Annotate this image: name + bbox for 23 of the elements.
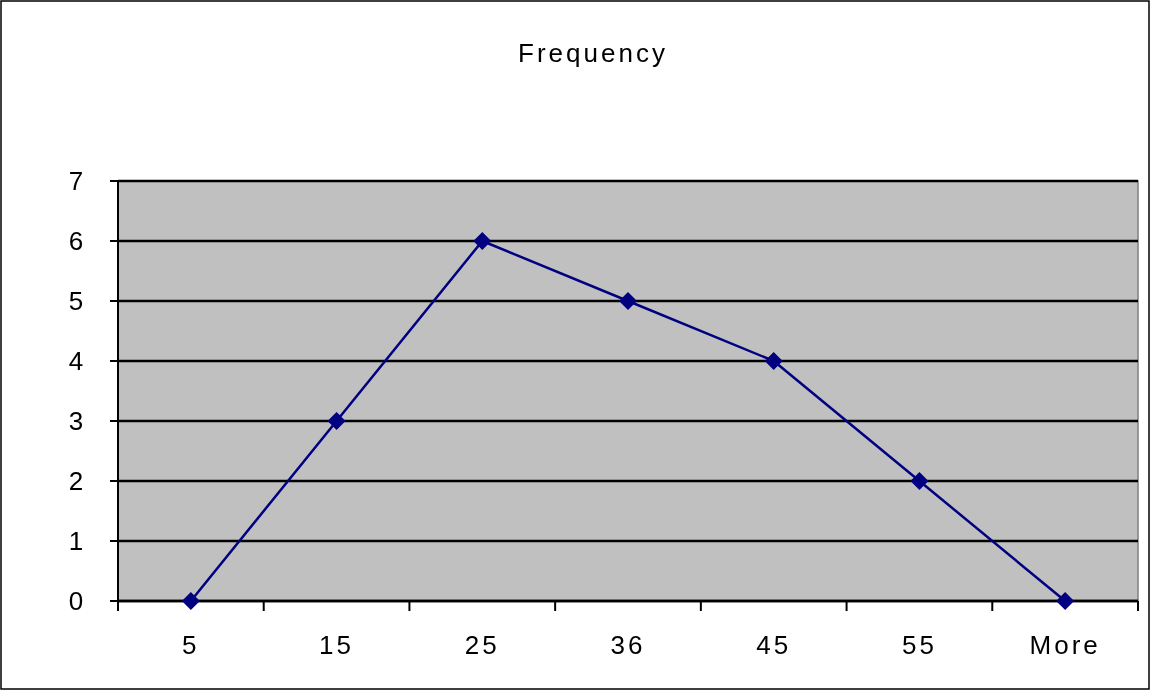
point xyxy=(910,472,929,490)
x-tick-label: 5 xyxy=(182,630,200,660)
y-tick-label: 3 xyxy=(68,406,84,437)
y-tick-label: 1 xyxy=(68,526,84,557)
point xyxy=(181,592,200,610)
x-tick-label: 25 xyxy=(464,630,500,660)
point xyxy=(619,292,637,310)
chart-title: Frequency xyxy=(518,38,668,68)
x-tick-label: 55 xyxy=(901,630,937,660)
x-tick-label: More xyxy=(1029,630,1101,660)
x-tick-label: 36 xyxy=(610,630,646,660)
point xyxy=(473,232,492,250)
point xyxy=(764,352,783,370)
x-tick-label: 15 xyxy=(319,630,355,660)
point xyxy=(327,412,346,430)
point xyxy=(1056,592,1075,610)
y-tick-label: 2 xyxy=(68,466,84,497)
y-tick-label: 6 xyxy=(68,226,84,257)
y-tick-label: 4 xyxy=(68,346,84,377)
x-tick-label: 45 xyxy=(756,630,792,660)
y-tick-label: 0 xyxy=(68,586,84,617)
y-tick-label: 7 xyxy=(68,166,84,197)
y-tick-label: 5 xyxy=(68,286,84,317)
